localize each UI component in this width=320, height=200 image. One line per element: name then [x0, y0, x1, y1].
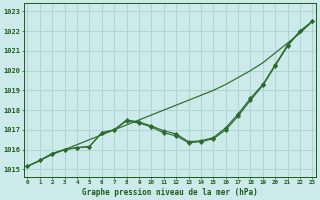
X-axis label: Graphe pression niveau de la mer (hPa): Graphe pression niveau de la mer (hPa): [82, 188, 258, 197]
